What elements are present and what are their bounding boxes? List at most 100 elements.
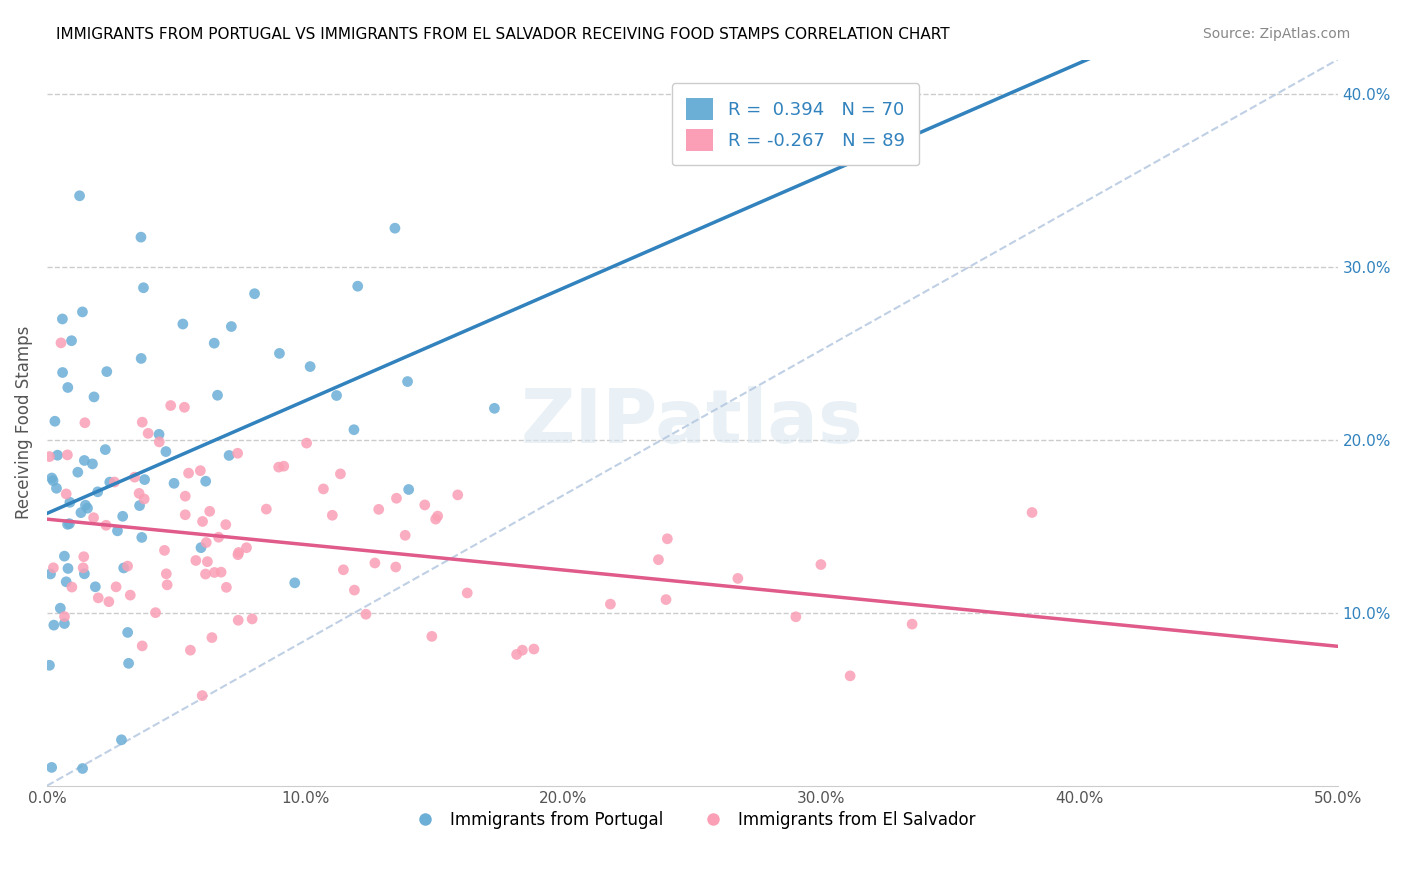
Point [155,444,177,458]
Point [394,528,416,542]
Point [484,401,506,416]
Point [59,495,82,509]
Point [243,286,266,301]
Point [53,616,76,631]
Point [332,563,354,577]
Point [41,760,63,774]
Point [226,446,249,460]
Point [49,601,72,615]
Point [284,575,307,590]
Point [785,609,807,624]
Point [129,230,152,244]
Point [267,460,290,475]
Point [148,427,170,442]
Point [343,583,366,598]
Point [159,399,181,413]
Point [839,669,862,683]
Text: IMMIGRANTS FROM PORTUGAL VS IMMIGRANTS FROM EL SALVADOR RECEIVING FOOD STAMPS CO: IMMIGRANTS FROM PORTUGAL VS IMMIGRANTS F… [56,27,950,42]
Point [69,188,91,202]
Point [346,279,368,293]
Point [55,487,77,501]
Point [235,541,257,555]
Text: Source: ZipAtlas.com: Source: ZipAtlas.com [1202,27,1350,41]
Point [124,470,146,484]
Point [215,580,238,594]
Point [148,434,170,449]
Point [810,558,832,572]
Point [384,560,406,574]
Point [76,501,98,516]
Point [221,319,243,334]
Point [425,512,447,526]
Point [398,483,420,497]
Point [70,506,93,520]
Point [512,643,534,657]
Point [56,380,79,394]
Point [343,423,366,437]
Point [177,466,200,480]
Point [105,580,128,594]
Point [329,467,352,481]
Point [117,559,139,574]
Point [145,606,167,620]
Point [111,509,134,524]
Point [107,524,129,538]
Point [131,530,153,544]
Point [117,625,139,640]
Point [655,592,678,607]
Point [97,595,120,609]
Point [94,518,117,533]
Legend: Immigrants from Portugal, Immigrants from El Salvador: Immigrants from Portugal, Immigrants fro… [402,805,983,836]
Point [42,474,65,488]
Point [73,453,96,467]
Point [83,390,105,404]
Point [153,543,176,558]
Point [312,482,335,496]
Point [131,415,153,429]
Point [447,488,470,502]
Point [599,597,621,611]
Point [110,732,132,747]
Point [129,351,152,366]
Point [52,366,75,380]
Point [207,388,229,402]
Point [163,476,186,491]
Point [188,464,211,478]
Point [523,642,546,657]
Text: ZIPatlas: ZIPatlas [522,386,863,459]
Point [56,448,79,462]
Point [84,580,107,594]
Point [38,658,60,673]
Point [73,549,96,564]
Point [98,475,121,490]
Point [75,498,97,512]
Point [128,499,150,513]
Point [174,508,197,522]
Point [132,281,155,295]
Point [60,580,83,594]
Point [194,567,217,582]
Point [94,442,117,457]
Point [156,578,179,592]
Point [191,689,214,703]
Point [201,631,224,645]
Point [87,591,110,605]
Point [58,516,80,531]
Point [325,388,347,402]
Point [72,762,94,776]
Point [207,530,229,544]
Point [86,484,108,499]
Point [46,448,69,462]
Point [66,465,89,479]
Point [45,481,67,495]
Point [209,565,232,579]
Point [505,648,527,662]
Point [184,553,207,567]
Point [55,574,77,589]
Point [73,416,96,430]
Point [426,509,449,524]
Point [60,334,83,348]
Point [103,475,125,489]
Point [83,510,105,524]
Point [195,535,218,549]
